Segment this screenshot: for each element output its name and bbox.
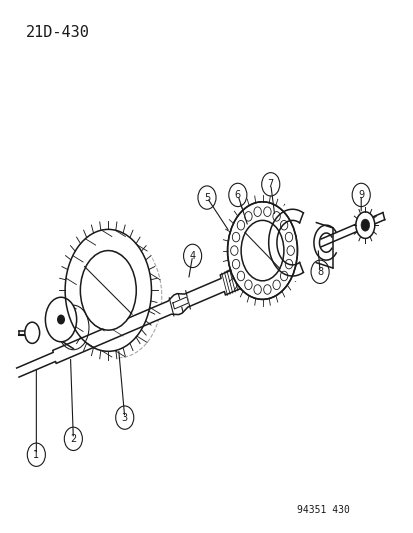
- Text: 9: 9: [357, 190, 363, 200]
- Text: 3: 3: [121, 413, 128, 423]
- Ellipse shape: [59, 221, 157, 359]
- Ellipse shape: [81, 252, 135, 329]
- Text: 94351 430: 94351 430: [297, 505, 349, 515]
- Polygon shape: [17, 213, 384, 377]
- Text: 6: 6: [234, 190, 240, 200]
- Text: 5: 5: [203, 192, 210, 203]
- Ellipse shape: [45, 297, 76, 342]
- Ellipse shape: [360, 219, 369, 231]
- Ellipse shape: [228, 203, 296, 298]
- Ellipse shape: [220, 192, 304, 309]
- Circle shape: [57, 316, 64, 324]
- Text: 1: 1: [33, 450, 39, 460]
- Ellipse shape: [355, 212, 374, 238]
- Text: 4: 4: [189, 251, 195, 261]
- Text: 8: 8: [316, 267, 323, 277]
- Text: 7: 7: [267, 179, 273, 189]
- Text: 21D-430: 21D-430: [26, 25, 90, 41]
- Text: 2: 2: [70, 434, 76, 444]
- Ellipse shape: [264, 204, 320, 281]
- Polygon shape: [173, 297, 188, 309]
- Ellipse shape: [240, 220, 283, 281]
- Ellipse shape: [25, 322, 40, 343]
